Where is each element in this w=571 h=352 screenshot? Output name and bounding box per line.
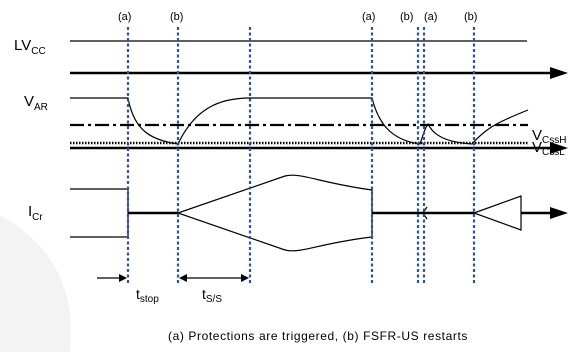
marker-label-b3: (b) (464, 11, 477, 23)
event-marker-lines (126, 27, 476, 283)
signal-label-icr: ICr (28, 203, 43, 223)
icr-envelope-left (70, 188, 129, 238)
icr-envelope-burst (176, 174, 373, 252)
marker-label-a2: (a) (362, 11, 375, 23)
marker-label-b1: (b) (170, 11, 183, 23)
caption: (a) Protections are triggered, (b) FSFR-… (168, 329, 468, 343)
interval-label-tss: tS/S (202, 286, 222, 305)
threshold-label-high: VCssH (532, 127, 566, 146)
interval-label-tstop: tstop (136, 286, 159, 305)
icr-axis-arrowhead (550, 207, 568, 219)
tstop-arrowhead (119, 274, 127, 282)
icr-envelope-restart (472, 195, 522, 231)
marker-label-a1: (a) (118, 11, 131, 23)
marker-label-a3: (a) (424, 11, 437, 23)
background-arc (0, 215, 72, 352)
var-axis-arrowhead (550, 142, 568, 154)
tss-arrowhead-left (179, 274, 187, 282)
tss-arrowhead-right (241, 274, 249, 282)
signal-label-lvcc: LVCC (14, 37, 46, 57)
marker-label-b2: (b) (400, 11, 413, 23)
lvcc-axis-arrowhead (550, 67, 568, 79)
icr-blip (422, 206, 428, 220)
var-trace (70, 97, 529, 145)
signal-label-var: VAR (24, 93, 48, 113)
